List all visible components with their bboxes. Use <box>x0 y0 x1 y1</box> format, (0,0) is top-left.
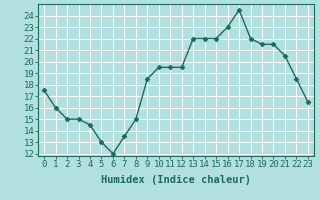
X-axis label: Humidex (Indice chaleur): Humidex (Indice chaleur) <box>101 175 251 185</box>
